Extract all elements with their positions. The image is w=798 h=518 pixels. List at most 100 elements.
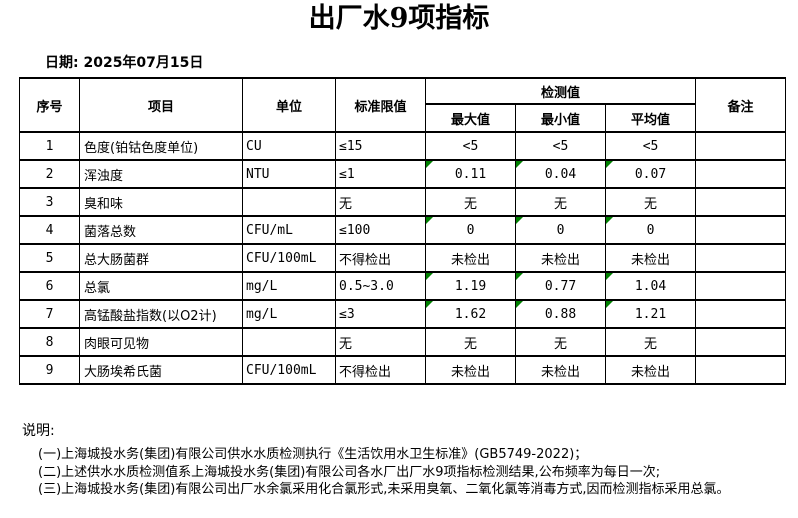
- notes-list: (一)上海城投水务(集团)有限公司供水水质检测执行《生活饮用水卫生标准》(GB5…: [38, 446, 792, 499]
- cell-text: 无: [553, 336, 567, 352]
- cell-item: 大肠埃希氏菌: [79, 355, 243, 385]
- cell-text: 0: [556, 222, 565, 238]
- cell-max: 无: [425, 327, 516, 357]
- cell-min: 无: [515, 327, 606, 357]
- note-line: (三)上海城投水务(集团)有限公司出厂水余氯采用化合氯形式,未采用臭氧、二氧化氯…: [38, 482, 730, 497]
- table-row: 8 肉眼可见物 无 无 无 无: [19, 327, 787, 357]
- cell-text: 8: [45, 334, 54, 350]
- cell-text: 菌落总数: [84, 224, 137, 240]
- cell-min: <5: [515, 131, 606, 161]
- cell-unit: CU: [242, 131, 336, 161]
- excel-flag-triangle-icon: [516, 218, 523, 224]
- indicators-table: 序号 项目 单位 标准限值 检测值 备注 最大值 最小值 平均值 1 色度(铂钴色…: [19, 77, 787, 385]
- cell-text: 未检出: [540, 252, 580, 268]
- cell-text: 1.21: [634, 306, 667, 322]
- table-row: 7 高锰酸盐指数(以O2计) mg/L ≤3 1.62 0.88 1.21: [19, 299, 787, 329]
- cell-text: 无: [553, 196, 567, 212]
- cell-item: 臭和味: [79, 187, 243, 217]
- cell-text: 无: [339, 336, 353, 352]
- cell-limit: 不得检出: [335, 243, 426, 273]
- cell-unit: NTU: [242, 159, 336, 189]
- cell-no: 5: [19, 243, 80, 273]
- cell-text: 无: [463, 196, 477, 212]
- excel-flag-triangle-icon: [426, 162, 433, 168]
- page-title: 出厂水9项指标: [308, 3, 490, 34]
- table-row: 1 色度(铂钴色度单位) CU ≤15 <5 <5 <5: [19, 131, 787, 161]
- cell-no: 8: [19, 327, 80, 357]
- cell-text: 7: [45, 306, 54, 322]
- cell-remark: [695, 271, 787, 301]
- cell-text: <5: [462, 138, 479, 154]
- cell-remark: [695, 355, 787, 385]
- cell-text: 肉眼可见物: [84, 336, 150, 352]
- excel-flag-triangle-icon: [516, 162, 523, 168]
- excel-flag-triangle-icon: [606, 302, 613, 308]
- cell-text: 0.11: [454, 166, 487, 182]
- excel-flag-triangle-icon: [426, 274, 433, 280]
- cell-avg: 1.21: [604, 299, 697, 329]
- cell-no: 1: [19, 131, 80, 161]
- cell-min: 0.88: [515, 299, 606, 329]
- cell-text: 大肠埃希氏菌: [84, 364, 163, 380]
- cell-text: 总大肠菌群: [84, 252, 150, 268]
- cell-text: 0.88: [544, 306, 577, 322]
- cell-no: 9: [19, 355, 80, 385]
- cell-max: 1.62: [425, 299, 516, 329]
- cell-min: 0.04: [515, 159, 606, 189]
- cell-remark: [695, 215, 787, 245]
- note-line: (一)上海城投水务(集团)有限公司供水水质检测执行《生活饮用水卫生标准》(GB5…: [38, 447, 588, 462]
- cell-limit: 不得检出: [335, 355, 426, 385]
- cell-text: <5: [552, 138, 569, 154]
- cell-no: 3: [19, 187, 80, 217]
- cell-remark: [695, 159, 787, 189]
- cell-avg: 无: [604, 327, 697, 357]
- cell-text: 不得检出: [339, 364, 392, 380]
- cell-min: 0: [515, 215, 606, 245]
- col-header-min: 最小值: [515, 103, 606, 133]
- table-row: 6 总氯 mg/L 0.5~3.0 1.19 0.77 1.04: [19, 271, 787, 301]
- cell-text: 臭和味: [84, 196, 124, 212]
- cell-item: 色度(铂钴色度单位): [79, 131, 243, 161]
- cell-remark: [695, 131, 787, 161]
- cell-limit: 无: [335, 327, 426, 357]
- cell-text: 高锰酸盐指数(以O2计): [84, 308, 217, 324]
- notes-label: 说明:: [22, 423, 55, 439]
- cell-item: 菌落总数: [79, 215, 243, 245]
- cell-text: 未检出: [450, 364, 490, 380]
- cell-text: ≤100: [339, 222, 371, 238]
- cell-min: 0.77: [515, 271, 606, 301]
- table-row: 3 臭和味 无 无 无 无: [19, 187, 787, 217]
- cell-text: 1.19: [454, 278, 487, 294]
- col-header-item: 项目: [79, 77, 243, 133]
- cell-remark: [695, 187, 787, 217]
- cell-text: 0: [646, 222, 655, 238]
- cell-remark: [695, 327, 787, 357]
- cell-item: 总大肠菌群: [79, 243, 243, 273]
- cell-limit: 0.5~3.0: [335, 271, 426, 301]
- cell-text: 无: [339, 196, 353, 212]
- cell-min: 未检出: [515, 355, 606, 385]
- cell-text: 无: [644, 336, 658, 352]
- cell-limit: ≤15: [335, 131, 426, 161]
- table-row: 2 浑浊度 NTU ≤1 0.11 0.04 0.07: [19, 159, 787, 189]
- excel-flag-triangle-icon: [606, 218, 613, 224]
- cell-text: 0.04: [544, 166, 577, 182]
- cell-limit: 无: [335, 187, 426, 217]
- cell-text: CFU/100mL: [246, 362, 317, 378]
- cell-text: 1: [45, 138, 54, 154]
- cell-text: CU: [246, 138, 262, 154]
- cell-avg: 0: [604, 215, 697, 245]
- col-header-max: 最大值: [425, 103, 516, 133]
- cell-min: 无: [515, 187, 606, 217]
- cell-text: 5: [45, 250, 54, 266]
- report-date: 日期: 2025年07月15日: [45, 55, 204, 71]
- excel-flag-triangle-icon: [516, 302, 523, 308]
- cell-avg: 未检出: [604, 355, 697, 385]
- cell-text: 0.5~3.0: [339, 278, 394, 294]
- cell-unit: CFU/mL: [242, 215, 336, 245]
- cell-text: CFU/mL: [246, 222, 293, 238]
- cell-text: 色度(铂钴色度单位): [84, 140, 199, 156]
- col-header-detection: 检测值: [424, 77, 697, 105]
- note-line: (二)上述供水水质检测值系上海城投水务(集团)有限公司各水厂出厂水9项指标检测结…: [38, 464, 661, 480]
